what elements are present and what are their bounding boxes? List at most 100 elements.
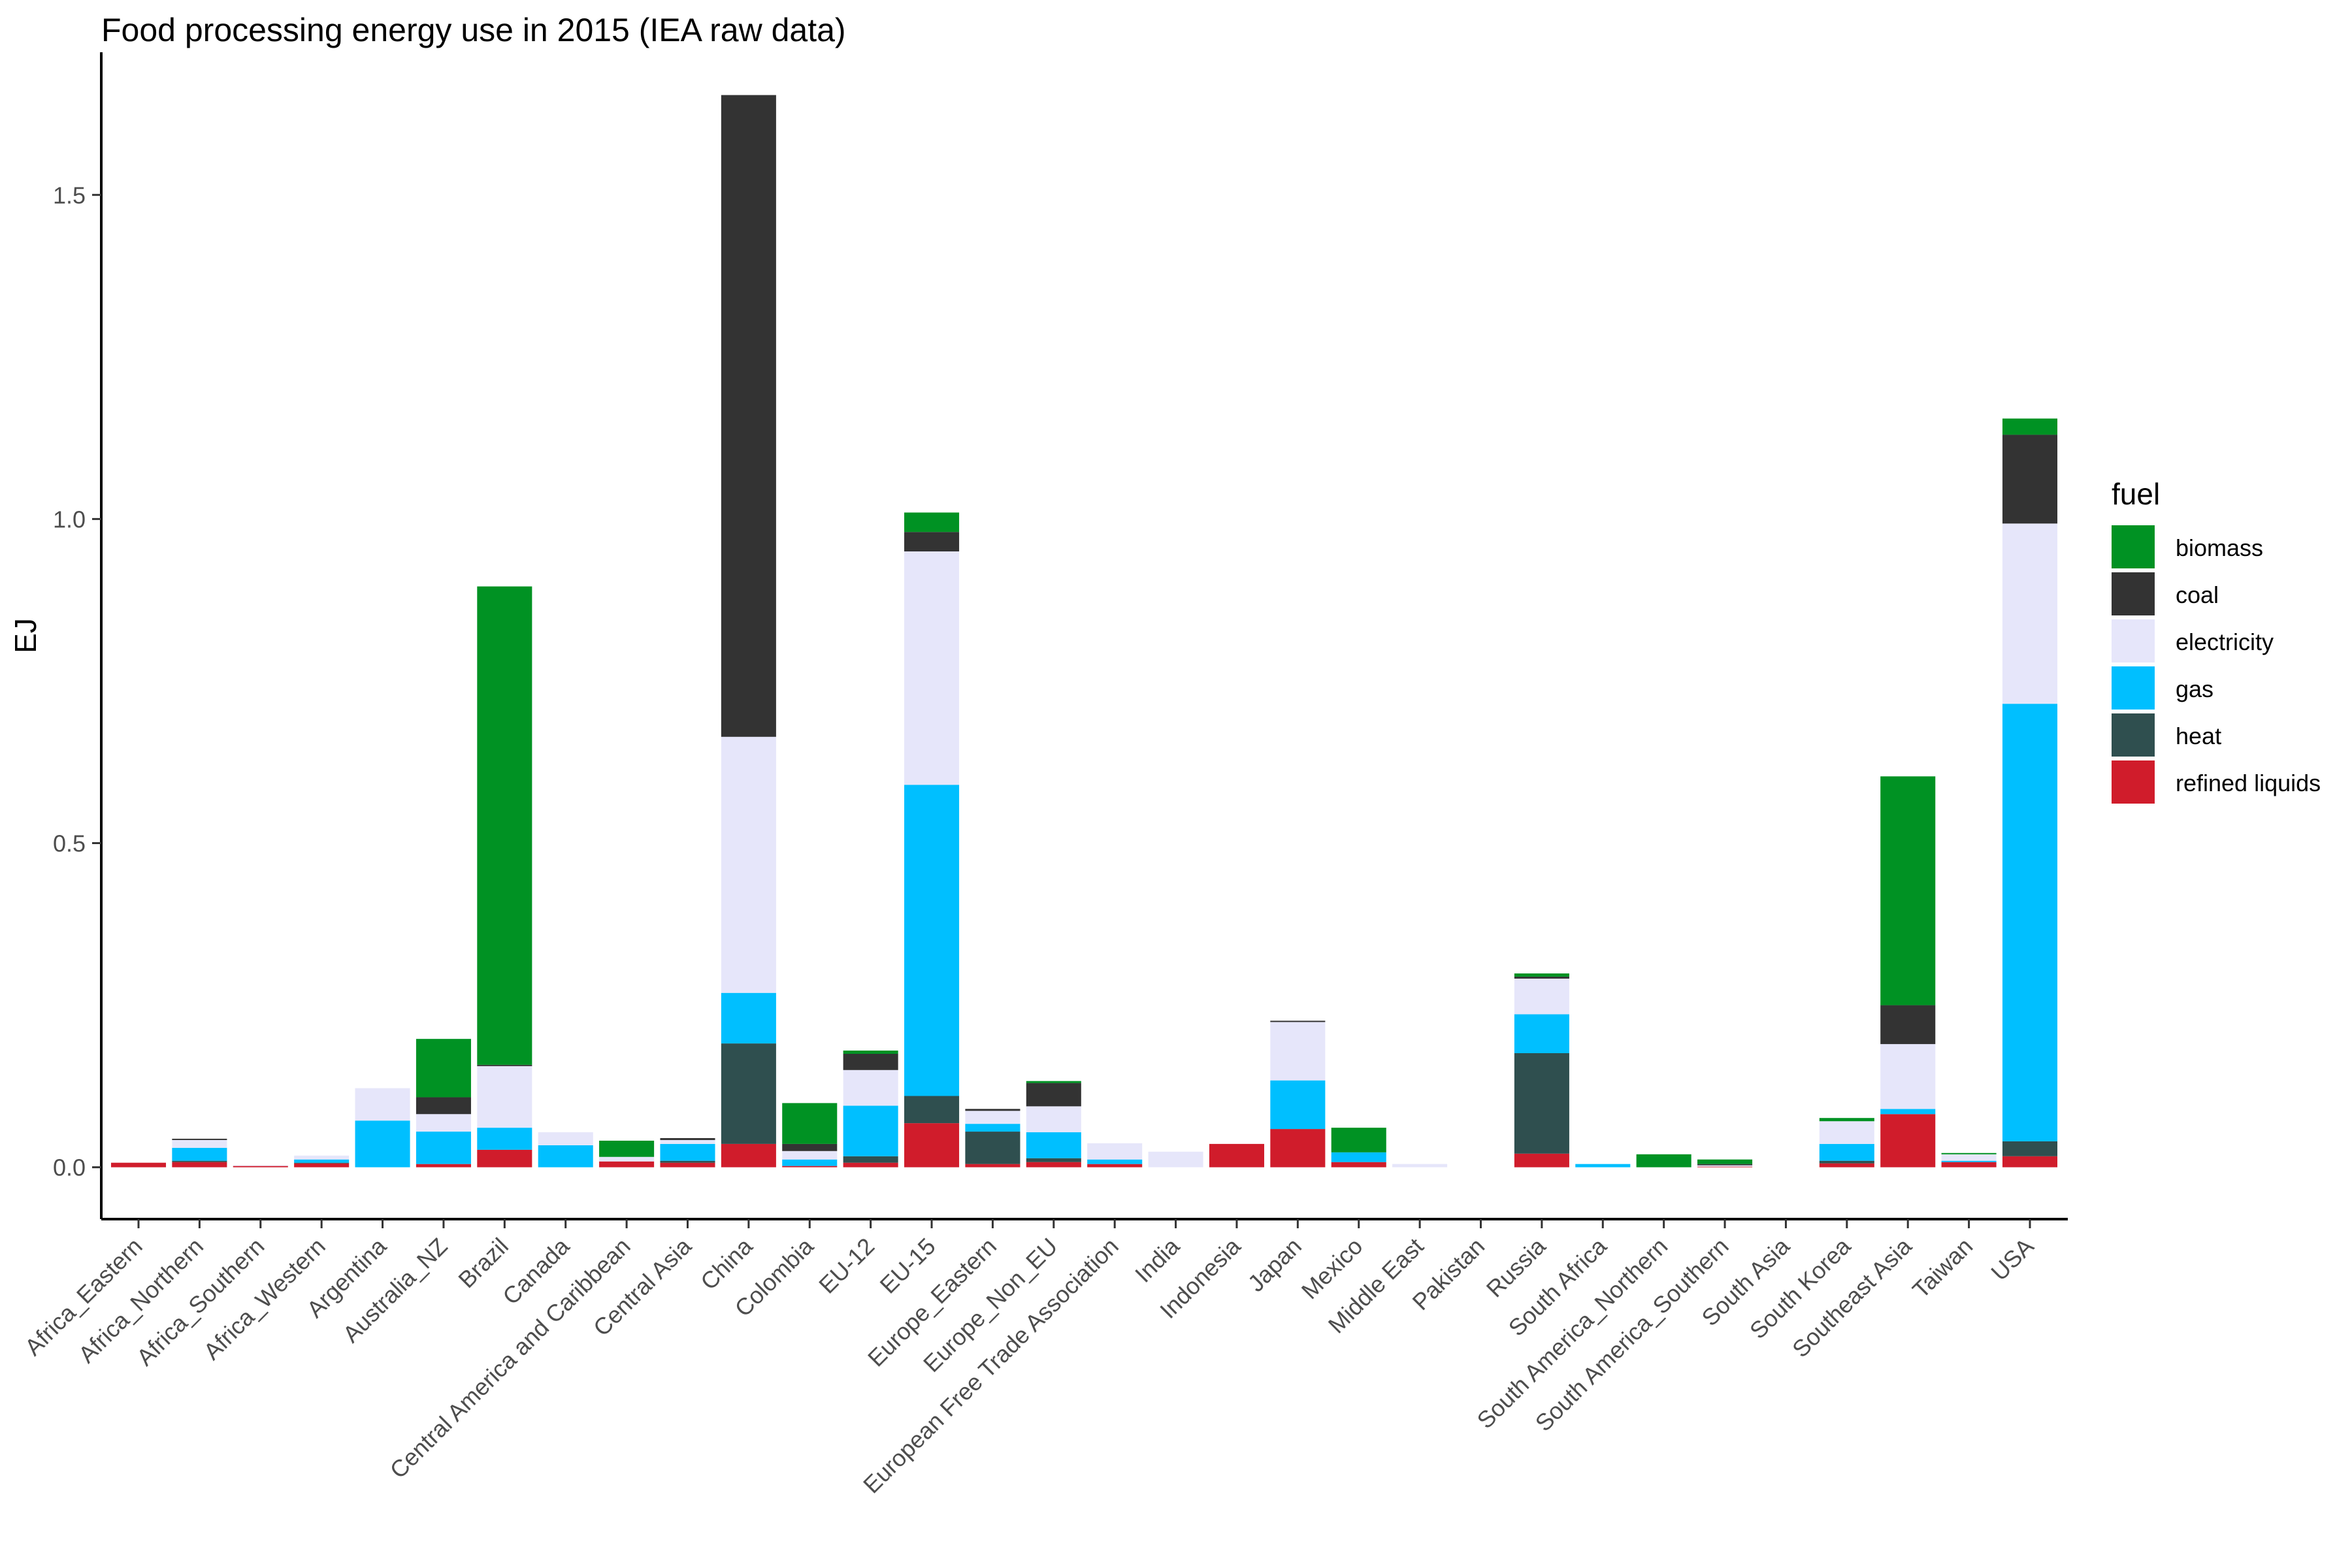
bar-segment-refined-liquids bbox=[294, 1163, 350, 1168]
bars bbox=[110, 95, 2058, 1168]
bar-segment-coal bbox=[2002, 434, 2058, 524]
bar-segment-electricity bbox=[1270, 1022, 1326, 1081]
bar-segment-refined-liquids bbox=[477, 1149, 532, 1168]
bar-segment-heat bbox=[294, 1162, 350, 1164]
x-tick-label: Japan bbox=[1243, 1233, 1307, 1297]
bar-segment-coal bbox=[660, 1137, 715, 1140]
bar-segment-coal bbox=[721, 95, 776, 737]
x-tick-label: USA bbox=[1985, 1233, 2038, 1286]
bar-segment-biomass bbox=[843, 1051, 898, 1054]
bar-segment-biomass bbox=[1819, 1118, 1874, 1122]
bar-segment-gas bbox=[1270, 1080, 1326, 1130]
bar-segment-refined-liquids bbox=[1026, 1162, 1081, 1168]
bar-segment-biomass bbox=[416, 1039, 471, 1098]
bar-segment-gas bbox=[1819, 1143, 1874, 1161]
plot-area: 0.0 0.5 1.0 1.5 Africa_EasternAfrica_Northe… bbox=[20, 52, 2068, 1498]
bar-segment-gas bbox=[172, 1147, 227, 1161]
bar-segment-electricity bbox=[1514, 978, 1569, 1015]
legend-label-heat: heat bbox=[2176, 723, 2221, 749]
bar-segment-electricity bbox=[172, 1139, 227, 1148]
legend-label-biomass: biomass bbox=[2176, 534, 2263, 561]
bar-segment-biomass bbox=[2002, 418, 2058, 435]
x-axis-ticks: Africa_EasternAfrica_NorthernAfrica_Sout… bbox=[20, 1219, 2039, 1498]
bar-segment-electricity bbox=[2002, 523, 2058, 704]
bar-segment-electricity bbox=[843, 1070, 898, 1106]
bar-segment-refined-liquids bbox=[1209, 1143, 1264, 1168]
bar-segment-coal bbox=[172, 1138, 227, 1140]
legend-label-coal: coal bbox=[2176, 581, 2219, 608]
bar-segment-electricity bbox=[1026, 1106, 1081, 1133]
bar-segment-biomass bbox=[782, 1103, 838, 1144]
bar-segment-electricity bbox=[1148, 1151, 1203, 1168]
bar-segment-gas bbox=[843, 1105, 898, 1156]
bar-segment-biomass bbox=[1697, 1159, 1753, 1164]
bar-segment-biomass bbox=[1331, 1128, 1386, 1152]
bar-segment-electricity bbox=[904, 551, 960, 785]
bar-segment-refined-liquids bbox=[416, 1164, 471, 1168]
bar-segment-gas bbox=[660, 1143, 715, 1161]
bar-segment-refined-liquids bbox=[1331, 1162, 1386, 1168]
legend-label-gas: gas bbox=[2176, 676, 2213, 702]
legend-swatch-coal bbox=[2112, 572, 2155, 615]
bar-segment-electricity bbox=[599, 1156, 655, 1162]
bar-segment-coal bbox=[1697, 1164, 1753, 1166]
bar-segment-electricity bbox=[538, 1132, 593, 1145]
bar-segment-biomass bbox=[1636, 1154, 1691, 1168]
bar-segment-refined-liquids bbox=[965, 1164, 1021, 1168]
legend-label-refined-liquids: refined liquids bbox=[2176, 770, 2321, 796]
bar-segment-gas bbox=[904, 785, 960, 1096]
bar-segment-electricity bbox=[1697, 1165, 1753, 1167]
bar-segment-gas bbox=[477, 1128, 532, 1150]
bar-segment-refined-liquids bbox=[1514, 1153, 1569, 1168]
bar-segment-coal bbox=[843, 1053, 898, 1070]
bar-segment-electricity bbox=[416, 1114, 471, 1132]
bar-segment-gas bbox=[721, 992, 776, 1044]
bar-segment-refined-liquids bbox=[2002, 1156, 2058, 1168]
bar-segment-gas bbox=[416, 1132, 471, 1164]
chart-title: Food processing energy use in 2015 (IEA … bbox=[101, 12, 846, 48]
y-axis-label: EJ bbox=[8, 618, 42, 653]
bar-segment-coal bbox=[1026, 1083, 1081, 1107]
legend-label-electricity: electricity bbox=[2176, 629, 2274, 655]
bar-segment-electricity bbox=[965, 1111, 1021, 1124]
bar-segment-refined-liquids bbox=[721, 1143, 776, 1168]
bar-segment-heat bbox=[172, 1160, 227, 1162]
bar-segment-biomass bbox=[1026, 1081, 1081, 1083]
bar-segment-gas bbox=[1514, 1014, 1569, 1053]
bar-segment-gas bbox=[2002, 704, 2058, 1141]
bar-segment-gas bbox=[965, 1124, 1021, 1132]
bar-segment-biomass bbox=[1514, 973, 1569, 977]
bar-segment-biomass bbox=[1880, 776, 1936, 1005]
y-tick-label: 0.5 bbox=[53, 830, 86, 857]
y-tick-label: 0.0 bbox=[53, 1154, 86, 1181]
bar-segment-gas bbox=[782, 1159, 838, 1166]
bar-segment-gas bbox=[1331, 1152, 1386, 1162]
bar-segment-coal bbox=[1270, 1021, 1326, 1022]
x-tick-label: Taiwan bbox=[1907, 1233, 1978, 1303]
bar-segment-biomass bbox=[904, 512, 960, 532]
legend-items: biomass coal electricity gas heat refined liq… bbox=[2112, 525, 2321, 804]
bar-segment-refined-liquids bbox=[782, 1166, 838, 1168]
bar-segment-electricity bbox=[294, 1155, 350, 1160]
bar-segment-coal bbox=[1514, 976, 1569, 979]
bar-segment-coal bbox=[965, 1109, 1021, 1111]
bar-segment-heat bbox=[965, 1132, 1021, 1164]
bar-segment-refined-liquids bbox=[660, 1162, 715, 1168]
bar-segment-refined-liquids bbox=[110, 1162, 167, 1168]
bar-segment-electricity bbox=[660, 1139, 715, 1144]
bar-segment-electricity bbox=[1941, 1154, 1997, 1161]
bar-segment-refined-liquids bbox=[599, 1161, 655, 1168]
bar-segment-coal bbox=[904, 532, 960, 552]
bar-segment-gas bbox=[1087, 1159, 1143, 1164]
legend-swatch-refined-liquids bbox=[2112, 760, 2155, 804]
bar-segment-electricity bbox=[355, 1088, 410, 1121]
bar-segment-electricity bbox=[1392, 1164, 1448, 1168]
x-tick-label: India bbox=[1130, 1232, 1185, 1288]
legend-swatch-heat bbox=[2112, 713, 2155, 757]
bar-segment-refined-liquids bbox=[233, 1166, 288, 1168]
bar-segment-electricity bbox=[782, 1151, 838, 1160]
legend: fuel biomass coal electricity gas heat refine… bbox=[2112, 477, 2321, 804]
legend-swatch-biomass bbox=[2112, 525, 2155, 568]
bar-segment-heat bbox=[660, 1160, 715, 1163]
